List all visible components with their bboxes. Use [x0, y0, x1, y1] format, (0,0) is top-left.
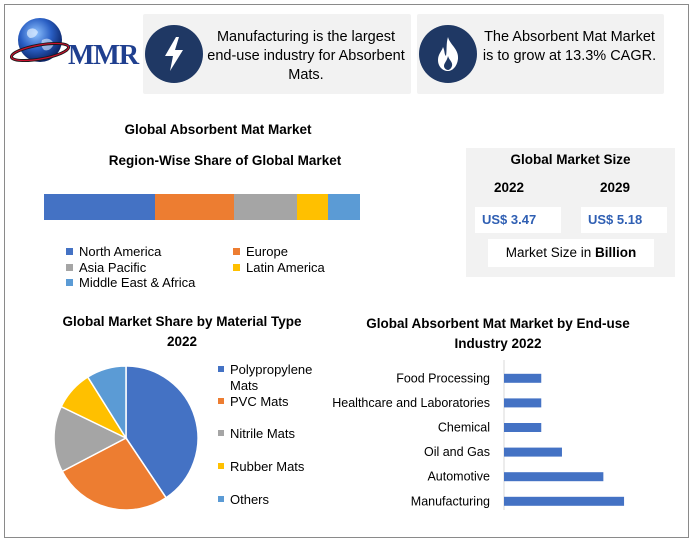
legend-label: Europe [246, 244, 288, 259]
bar-chart-title: Global Absorbent Mat Market by End-use I… [340, 314, 656, 354]
value-2022: US$ 3.47 [475, 207, 561, 233]
bar-chemical [504, 423, 542, 432]
pie-title-line1: Global Market Share by Material Type [62, 314, 302, 329]
pie-slice-others [86, 365, 127, 441]
year-2029-label: 2029 [600, 180, 631, 195]
region-legend-item-middle-east-and-africa: Middle East & Africa [66, 275, 195, 290]
legend-label: Nitrile Mats [230, 426, 296, 441]
legend-label: North America [79, 244, 162, 259]
legend-swatch [218, 398, 224, 404]
bar-food-processing [504, 373, 542, 383]
pie-legend-item-pvc-mats: PVC Mats [218, 394, 289, 410]
info-text-industry: Manufacturing is the largest end-use ind… [207, 29, 405, 83]
bar-automotive [504, 472, 604, 482]
market-size-unit: Market Size in Billion [488, 239, 654, 267]
pie-legend-item-polypropylene-mats: Polypropylene Mats [218, 362, 330, 394]
legend-swatch [233, 264, 240, 271]
pie-title-line2: 2022 [166, 334, 198, 349]
info-text-cagr: The Absorbent Mat Market is to grow at 1… [482, 29, 657, 64]
bar-label-food-processing: Food Processing [396, 371, 490, 385]
infographic-frame [4, 4, 689, 538]
legend-swatch [66, 264, 73, 271]
region-chart-subtitle: Region-Wise Share of Global Market [108, 153, 342, 168]
region-stacked-bar [44, 194, 360, 220]
lightning-icon [145, 25, 203, 83]
material-pie-chart [53, 365, 199, 511]
pie-legend-item-nitrile-mats: Nitrile Mats [218, 426, 295, 442]
bar-healthcare-and-laboratories [504, 398, 542, 408]
legend-label: Polypropylene Mats [230, 362, 313, 393]
value-2029: US$ 5.18 [581, 207, 667, 233]
region-legend-item-asia-pacific: Asia Pacific [66, 260, 146, 275]
bar-oil-and-gas [504, 447, 562, 457]
legend-label: Asia Pacific [79, 260, 147, 275]
pie-legend-item-others: Others [218, 492, 269, 508]
bar-label-manufacturing: Manufacturing [411, 494, 490, 508]
logo-text: MMR [68, 40, 139, 71]
market-size-title: Global Market Size [510, 152, 631, 167]
info-box-industry: Manufacturing is the largest end-use ind… [143, 14, 411, 94]
legend-swatch [218, 366, 224, 372]
bar-title-line1: Global Absorbent Mat Market by End-use [366, 316, 630, 331]
pie-slice-pvc-mats [61, 437, 168, 511]
stack-segment-europe [154, 194, 234, 220]
legend-label: Latin America [246, 260, 325, 275]
legend-swatch [218, 430, 224, 436]
legend-swatch [233, 248, 240, 255]
stack-segment-latin-america [296, 194, 329, 220]
unit-bold: Billion [595, 245, 637, 260]
bar-label-automotive: Automotive [427, 470, 490, 484]
region-legend-item-north-america: North America [66, 244, 161, 259]
bar-label-oil-and-gas: Oil and Gas [424, 445, 490, 459]
legend-swatch [66, 248, 73, 255]
stack-segment-middle-east-and-africa [328, 194, 360, 220]
pie-legend-item-rubber-mats: Rubber Mats [218, 459, 304, 475]
pie-chart-title: Global Market Share by Material Type 202… [30, 312, 334, 352]
legend-label: Middle East & Africa [79, 275, 196, 290]
unit-prefix: Market Size in [505, 245, 596, 260]
stack-segment-asia-pacific [233, 194, 297, 220]
info-box-cagr: The Absorbent Mat Market is to grow at 1… [417, 14, 664, 94]
legend-label: PVC Mats [230, 394, 289, 409]
bar-title-line2: Industry 2022 [454, 336, 542, 351]
mmr-logo: MMR [9, 14, 139, 71]
stack-segment-north-america [44, 194, 155, 220]
region-legend-item-latin-america: Latin America [233, 260, 325, 275]
bar-manufacturing [504, 496, 625, 506]
legend-label: Others [230, 492, 270, 507]
region-legend-item-europe: Europe [233, 244, 288, 259]
pie-slice-nitrile-mats [53, 405, 128, 473]
bar-label-healthcare-and-laboratories: Healthcare and Laboratories [332, 396, 490, 410]
global-market-size-box: Global Market Size 2022 2029 US$ 3.47 US… [466, 148, 675, 277]
end-use-bar-chart: Food Processing Healthcare and Laboratori… [332, 360, 625, 510]
pie-slice-polypropylene-mats [125, 365, 199, 499]
flame-icon [419, 25, 477, 83]
bar-label-chemical: Chemical [438, 421, 490, 435]
region-chart-title: Global Absorbent Mat Market [124, 122, 312, 137]
legend-swatch [66, 279, 73, 286]
year-2022-label: 2022 [494, 180, 525, 195]
globe-icon [9, 18, 71, 63]
legend-swatch [218, 496, 224, 502]
legend-swatch [218, 463, 224, 469]
legend-label: Rubber Mats [230, 459, 305, 474]
